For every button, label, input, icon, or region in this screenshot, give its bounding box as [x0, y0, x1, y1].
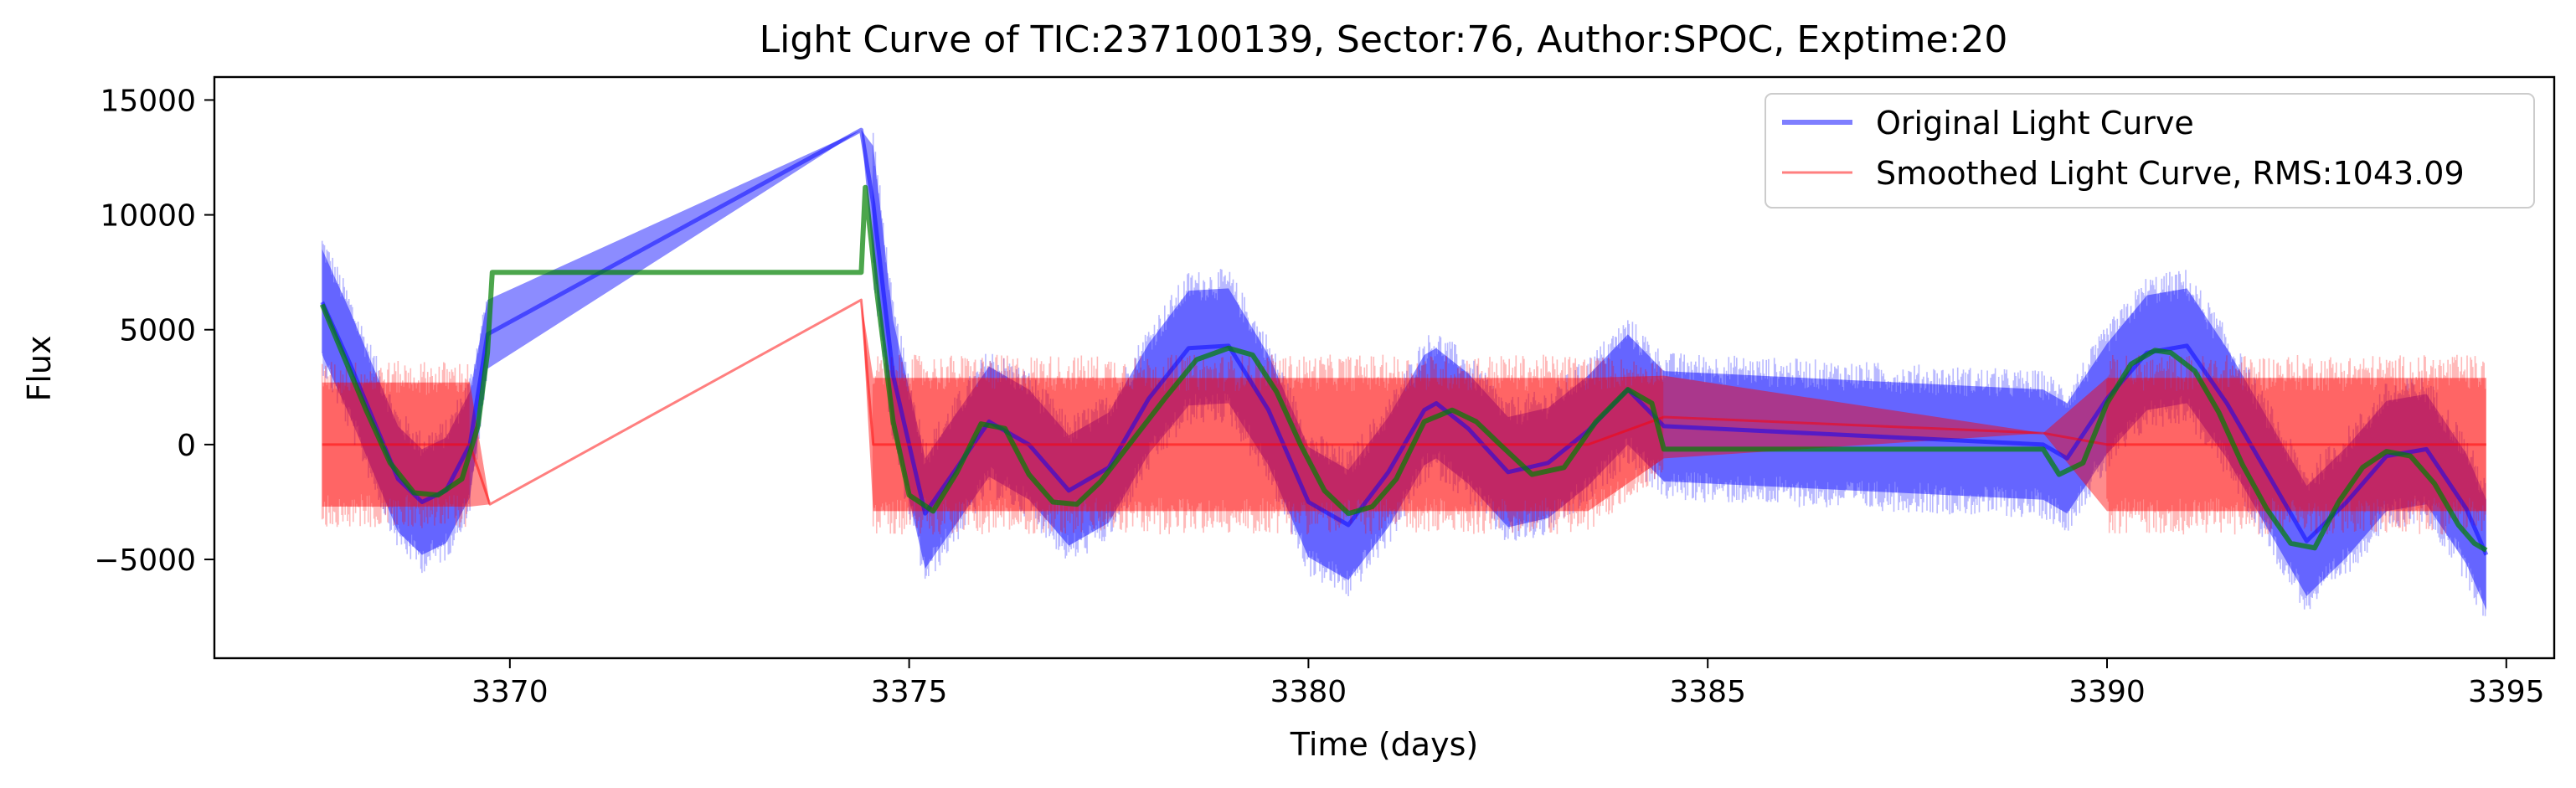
series-0-line — [320, 127, 2489, 556]
legend-label-original: Original Light Curve — [1876, 105, 2194, 142]
series-lines — [319, 127, 2489, 556]
series-1-band — [322, 300, 2486, 512]
x-tick-label: 3385 — [1669, 675, 1746, 709]
series-2-line — [319, 184, 2488, 553]
y-axis-label: Flux — [21, 336, 58, 402]
x-tick-label: 3395 — [2468, 675, 2545, 709]
y-axis-ticks: −5000 0 5000 10000 15000 — [94, 84, 214, 578]
x-tick-label: 3380 — [1270, 675, 1347, 709]
x-axis-label: Time (days) — [1290, 726, 1478, 763]
legend: Original Light Curve Smoothed Light Curv… — [1765, 93, 2535, 209]
series-1-line — [322, 298, 2486, 506]
y-tick-label: −5000 — [94, 543, 196, 578]
legend-box — [1765, 93, 2535, 209]
x-tick-label: 3375 — [871, 675, 948, 709]
x-axis-ticks: 3370 3375 3380 3385 3390 3395 — [471, 658, 2545, 709]
y-tick-label: 15000 — [100, 84, 196, 118]
y-tick-label: 10000 — [100, 199, 196, 234]
chart-title: Light Curve of TIC:237100139, Sector:76,… — [760, 18, 2008, 61]
plot-frame — [213, 75, 2556, 660]
y-tick-label: 0 — [177, 429, 196, 463]
x-tick-label: 3370 — [471, 675, 549, 709]
x-tick-label: 3390 — [2069, 675, 2146, 709]
series-0-band — [322, 130, 2486, 610]
y-tick-label: 5000 — [119, 314, 196, 348]
legend-label-smoothed: Smoothed Light Curve, RMS:1043.09 — [1876, 155, 2465, 192]
